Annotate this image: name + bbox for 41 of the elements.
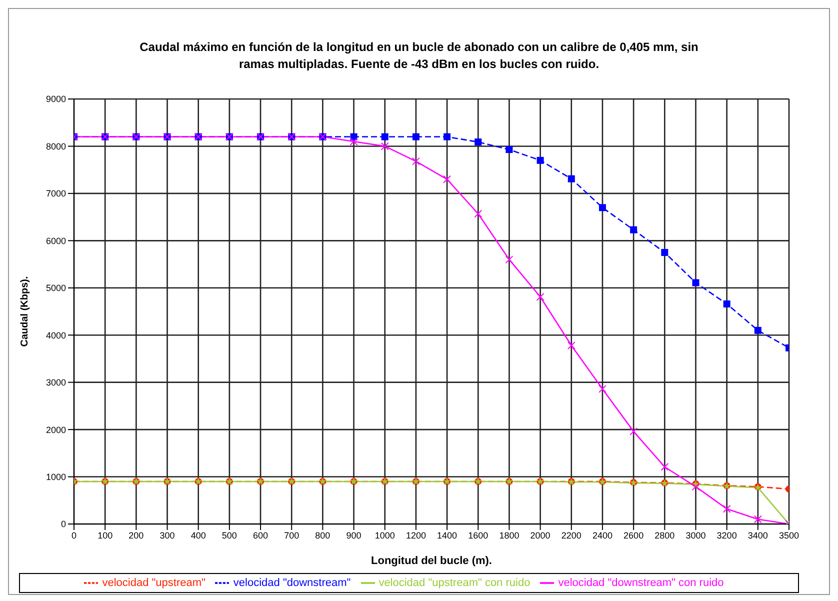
y-tick-label: 4000	[46, 330, 66, 340]
x-tick-label: 500	[222, 530, 237, 540]
x-tick-label: 400	[190, 530, 206, 540]
x-tick-label: 3000	[686, 530, 706, 540]
x-tick-label: 3200	[716, 530, 737, 540]
y-tick-label: 2000	[46, 424, 66, 435]
y-tick-label: 6000	[46, 236, 66, 246]
x-tick-label: 1600	[468, 530, 488, 540]
x-tick-label: 1200	[406, 530, 426, 540]
x-tick-label: 1800	[499, 530, 520, 540]
x-tick-label: 200	[128, 530, 144, 540]
legend-label: velocidad "upstream" con ruido	[378, 576, 530, 589]
x-tick-label: 3500	[778, 530, 800, 540]
y-tick-label: 8000	[46, 141, 66, 152]
legend-label: velocidad "downstream"	[233, 576, 351, 589]
x-tick-label: 800	[315, 530, 330, 540]
x-tick-label: 1000	[374, 530, 395, 540]
legend-label: velocidad "upstream"	[102, 576, 206, 589]
chart-title: Caudal máximo en función de la longitud en un bucle de abonado con un calibre de 0,405 mm, sin ramas multipladas. Fuente de -43 dBm en los bucles con ruido.	[139, 39, 699, 73]
x-tick-label: 300	[160, 530, 175, 540]
y-tick-label: 9000	[46, 94, 66, 104]
x-tick-label: 600	[253, 530, 268, 540]
x-tick-label: 2000	[530, 530, 550, 540]
x-tick-label: 2200	[561, 530, 582, 540]
x-tick-label: 2400	[592, 530, 612, 540]
x-tick-label: 3400	[748, 530, 768, 540]
x-tick-label: 2600	[624, 530, 644, 540]
x-axis-title: Longitud del bucle (m).	[371, 555, 492, 567]
y-tick-label: 3000	[46, 378, 66, 388]
y-tick-label: 7000	[46, 188, 66, 199]
y-tick-label: 5000	[46, 283, 66, 294]
x-tick-label: 700	[284, 530, 300, 540]
y-tick-label: 0	[60, 519, 66, 530]
x-tick-label: 1400	[437, 530, 458, 540]
x-tick-label: 100	[98, 530, 113, 540]
x-tick-label: 900	[346, 530, 362, 540]
y-axis-title: Caudal (Kbps).	[20, 276, 31, 347]
x-tick-label: 0	[71, 530, 77, 540]
legend-label: velocidad "downstream" con ruido	[558, 576, 724, 589]
x-tick-label: 2800	[654, 530, 675, 540]
y-tick-label: 1000	[46, 472, 66, 482]
